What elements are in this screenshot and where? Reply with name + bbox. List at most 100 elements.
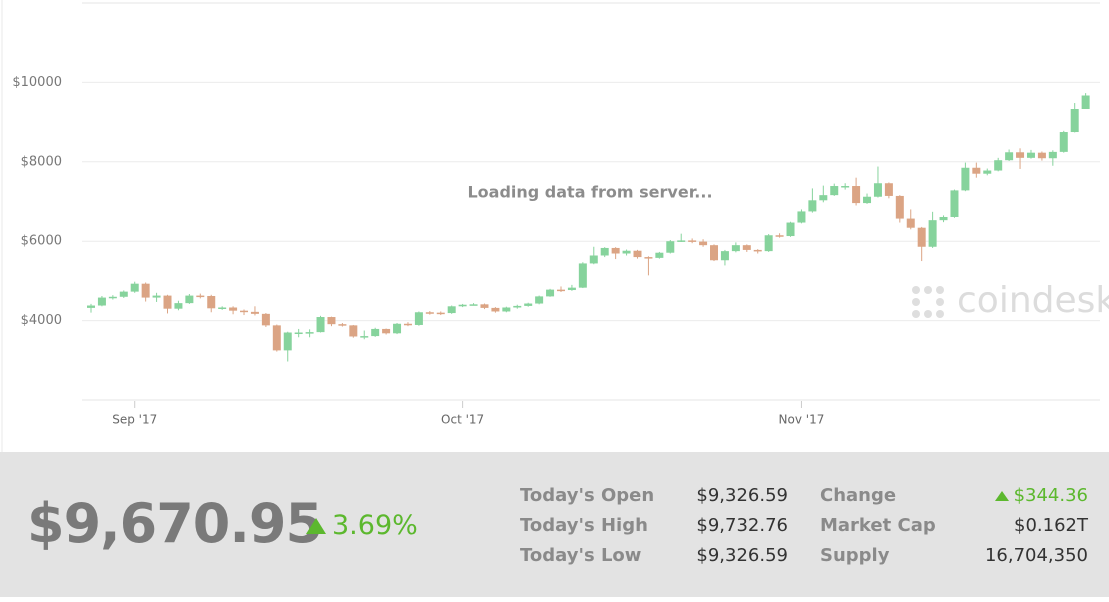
up-arrow <box>306 517 326 534</box>
candle-body <box>906 218 915 228</box>
candle-body <box>633 250 642 258</box>
candle-body <box>611 247 620 254</box>
stat-label: Today's Low <box>520 545 642 566</box>
y-tick-label: $4000 <box>21 313 62 328</box>
change-percent-box: 3.69% <box>306 510 418 541</box>
candle-body <box>546 289 555 297</box>
candle-body <box>174 303 183 309</box>
candle-body <box>283 332 292 351</box>
candle-body <box>272 325 281 351</box>
candle-body <box>414 312 423 325</box>
candle-body <box>742 245 751 250</box>
candle-body <box>852 186 861 204</box>
candle-body <box>622 250 631 254</box>
candle-body <box>928 220 937 247</box>
candle-body <box>240 310 249 313</box>
candle-body <box>480 304 489 308</box>
price: $9,670.95 <box>27 492 323 555</box>
candle-body <box>1048 151 1057 159</box>
candle-body <box>108 296 117 299</box>
candle-body <box>1070 108 1079 133</box>
candle-body <box>1005 152 1014 161</box>
candle-body <box>196 295 205 298</box>
candle-body <box>764 235 773 252</box>
candle-body <box>699 241 708 246</box>
candle-body <box>1016 152 1025 158</box>
candle-body <box>830 186 839 196</box>
candle-body <box>502 307 511 312</box>
candle-body <box>797 211 806 223</box>
stat-label: Market Cap <box>820 515 936 536</box>
candle-body <box>152 295 161 298</box>
chart: coindesk Loading data from server... $40… <box>1 0 1109 452</box>
candle-body <box>524 303 533 306</box>
x-tick-label: Sep '17 <box>112 413 157 427</box>
candle-body <box>87 305 95 308</box>
candle-body <box>261 313 270 326</box>
candle-body <box>218 307 227 309</box>
candle-body <box>939 216 948 221</box>
candle-body <box>513 305 522 308</box>
candle-body <box>775 235 784 237</box>
x-tick-label: Oct '17 <box>441 413 484 427</box>
candle-body <box>163 295 172 309</box>
stat-value: $344.36 <box>1013 485 1088 506</box>
candle-body <box>567 287 576 291</box>
candle-body <box>873 183 882 197</box>
watermark: coindesk <box>957 280 1109 321</box>
candle-body <box>491 307 500 312</box>
stat-label: Supply <box>820 545 890 566</box>
y-tick-label: $10000 <box>12 75 62 90</box>
candle-body <box>447 306 456 314</box>
candle-body <box>469 304 478 306</box>
candle-body <box>229 307 238 311</box>
candle-body <box>720 251 729 261</box>
change-percent: 3.69% <box>332 510 418 541</box>
candle-body <box>327 317 336 325</box>
candle-body <box>360 336 369 338</box>
candle-body <box>808 200 817 212</box>
candle-body <box>1026 152 1035 158</box>
candle-body <box>458 304 467 307</box>
x-tick-label: Nov '17 <box>779 413 825 427</box>
candle-body <box>250 311 259 314</box>
candle-body <box>917 227 926 247</box>
candle-body <box>972 167 981 174</box>
candle-body <box>589 255 598 264</box>
candle-body <box>338 324 347 326</box>
stat-label: Today's High <box>520 515 648 536</box>
candle-body <box>97 297 106 306</box>
stat-label: Change <box>820 485 897 506</box>
summary-panel: $9,670.95 3.69% Today's Open $9,326.59 C… <box>0 452 1109 597</box>
candle-body <box>961 167 970 191</box>
loading-annotation: Loading data from server... <box>467 183 712 202</box>
candle-body <box>753 249 762 252</box>
candle-body <box>983 170 992 174</box>
candle-body <box>710 245 719 261</box>
candle-body <box>1081 95 1090 109</box>
candle-body <box>884 183 893 196</box>
stat-label: Today's Open <box>520 485 655 506</box>
candle-body <box>666 241 675 253</box>
candle-body <box>950 190 959 217</box>
candle-body <box>578 263 587 288</box>
candle-body <box>841 186 850 188</box>
stat-value: $0.162T <box>1014 515 1088 536</box>
candle-body <box>688 240 697 242</box>
candle-body <box>1037 152 1046 159</box>
candle-body <box>535 296 544 304</box>
candle-body <box>382 328 391 334</box>
candle-body <box>655 252 664 258</box>
candle-body <box>819 195 828 201</box>
candle-body <box>425 312 434 314</box>
candle-body <box>294 332 303 335</box>
candle-body <box>316 317 325 333</box>
candle-body <box>130 283 139 292</box>
candle-body <box>305 332 314 334</box>
stat-value: $9,732.76 <box>696 515 788 536</box>
candle-body <box>119 291 128 297</box>
candle-body <box>994 160 1003 171</box>
stat-value: $9,326.59 <box>696 545 788 566</box>
candle-body <box>786 222 795 237</box>
